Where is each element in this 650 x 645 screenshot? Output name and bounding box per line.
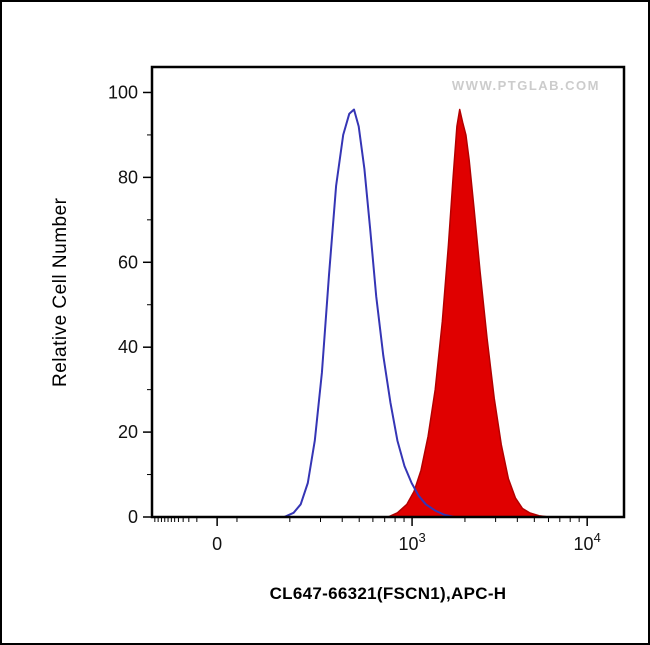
svg-text:80: 80 [118, 167, 138, 187]
plot-svg: 0 103 104 0 20 40 60 80 100 [108, 65, 626, 554]
svg-text:40: 40 [118, 337, 138, 357]
y-axis-label: Relative Cell Number [50, 197, 71, 387]
svg-text:20: 20 [118, 422, 138, 442]
svg-text:0: 0 [128, 507, 138, 527]
svg-text:103: 103 [398, 530, 425, 554]
svg-text:104: 104 [574, 530, 601, 554]
watermark-text: WWW.PTGLAB.COM [451, 78, 600, 93]
plot-area: 0 103 104 0 20 40 60 80 100 [108, 65, 626, 554]
svg-text:100: 100 [108, 82, 138, 102]
x-axis-label: CL647-66321(FSCN1),APC-H [269, 584, 507, 603]
svg-text:0: 0 [212, 534, 222, 554]
svg-text:60: 60 [118, 252, 138, 272]
